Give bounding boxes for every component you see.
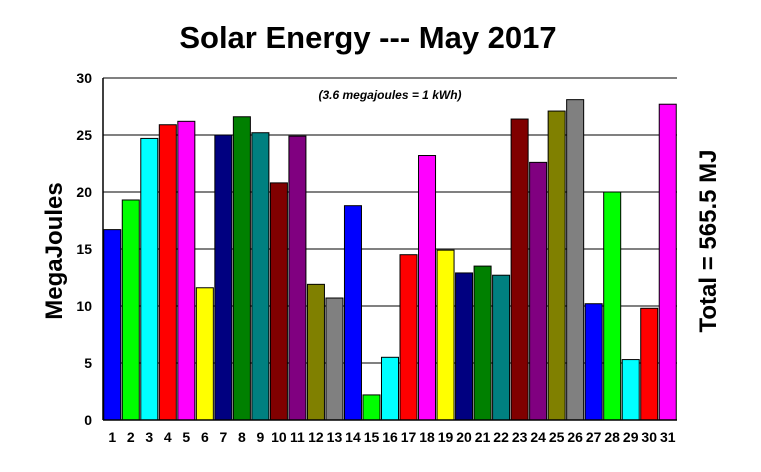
axes	[102, 78, 677, 421]
total-label: Total = 565.5 MJ	[695, 150, 722, 333]
x-tick-label: 31	[660, 429, 676, 445]
x-tick-label: 14	[345, 429, 361, 445]
y-axis-label: MegaJoules	[41, 182, 68, 319]
bar	[510, 118, 529, 421]
x-tick-label: 12	[308, 429, 324, 445]
bar	[455, 272, 474, 421]
chart-title: Solar Energy --- May 2017	[179, 20, 556, 55]
bar	[399, 254, 418, 421]
y-tick-label: 10	[76, 298, 92, 314]
bar	[195, 287, 214, 421]
bar	[232, 116, 251, 421]
bar	[158, 124, 177, 421]
x-tick-label: 13	[327, 429, 343, 445]
y-tick-label: 20	[76, 184, 92, 200]
x-tick-label: 1	[108, 429, 116, 445]
bar	[306, 283, 325, 421]
y-tick-label: 15	[76, 241, 92, 257]
y-tick-labels: 0 5 10 15 20 25 30	[76, 70, 92, 428]
y-tick-label: 30	[76, 70, 92, 86]
bar	[380, 356, 400, 421]
x-tick-label: 22	[493, 429, 509, 445]
bar	[621, 359, 640, 421]
x-tick-label: 7	[219, 429, 227, 445]
bar	[269, 182, 288, 421]
x-tick-label: 8	[238, 429, 246, 445]
x-tick-label: 6	[201, 429, 209, 445]
x-tick-label: 29	[623, 429, 639, 445]
bar	[603, 191, 622, 421]
x-tick-label: 27	[586, 429, 602, 445]
x-tick-label: 28	[604, 429, 620, 445]
bar	[177, 120, 196, 421]
x-tick-label: 5	[182, 429, 190, 445]
bar	[214, 134, 233, 421]
bar	[529, 161, 548, 421]
x-tick-label: 25	[549, 429, 565, 445]
bar	[473, 265, 492, 421]
x-tick-label: 17	[401, 429, 417, 445]
bar	[362, 394, 381, 421]
bars	[103, 99, 677, 421]
bar	[325, 297, 344, 421]
x-tick-label: 19	[438, 429, 454, 445]
x-tick-label: 10	[271, 429, 287, 445]
bar	[492, 274, 511, 421]
bar	[103, 229, 122, 421]
bar	[343, 205, 362, 421]
bar	[251, 132, 270, 421]
x-tick-label: 16	[382, 429, 398, 445]
bar	[584, 303, 603, 421]
x-tick-label: 2	[127, 429, 135, 445]
x-tick-label: 3	[145, 429, 153, 445]
x-tick-labels: 1 2 3 4 5 6 7 8 9 10 11 12 13 14 15 16 17 18 19 20 21 22 23 24 2…	[108, 429, 675, 445]
x-tick-label: 24	[530, 429, 546, 445]
x-tick-label: 26	[567, 429, 583, 445]
bar	[547, 110, 566, 421]
bar	[658, 103, 677, 421]
x-tick-label: 21	[475, 429, 491, 445]
x-tick-label: 9	[256, 429, 264, 445]
x-tick-label: 18	[419, 429, 435, 445]
bar	[140, 137, 159, 421]
x-tick-label: 23	[512, 429, 528, 445]
y-tick-label: 5	[84, 355, 92, 371]
chart-annotation: (3.6 megajoules = 1 kWh)	[318, 88, 461, 102]
x-tick-label: 15	[364, 429, 380, 445]
x-tick-label: 30	[641, 429, 657, 445]
x-tick-label: 11	[290, 429, 305, 445]
x-tick-label: 20	[456, 429, 472, 445]
bar	[640, 307, 659, 421]
bar	[566, 99, 585, 421]
bar	[418, 155, 437, 421]
y-tick-label: 0	[84, 412, 92, 428]
bar	[288, 135, 307, 421]
y-tick-label: 25	[76, 127, 92, 143]
bar	[121, 199, 140, 421]
bar	[436, 249, 455, 421]
x-tick-label: 4	[164, 429, 172, 445]
